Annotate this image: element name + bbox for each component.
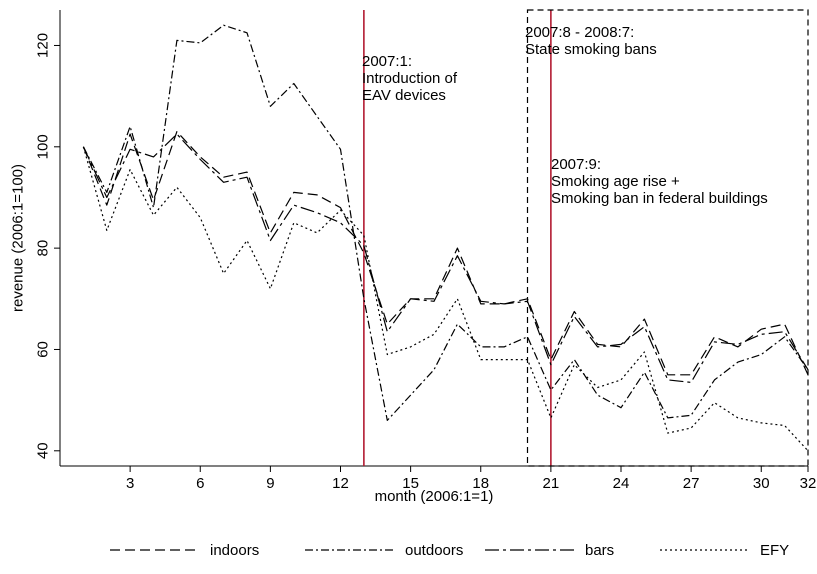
- x-tick-label-12: 12: [332, 475, 349, 492]
- legend: indoors outdoors bars EFY: [110, 542, 789, 559]
- annotations: 2007:1: Introduction of EAV devices 2007:8 …: [362, 24, 768, 207]
- x-tick-label-32: 32: [800, 475, 817, 492]
- x-tick-label-21: 21: [543, 475, 560, 492]
- policy-period-box: [526, 9, 809, 467]
- y-tick-label-100: 100: [35, 134, 52, 159]
- annotation-bans: 2007:8 - 2008:7: State smoking bans: [525, 24, 657, 58]
- y-tick-label-80: 80: [35, 240, 52, 257]
- y-axis-title: revenue (2006:1=100): [10, 164, 27, 312]
- legend-label-EFY: EFY: [760, 542, 789, 559]
- legend-label-indoors: indoors: [210, 542, 259, 559]
- x-tick-label-24: 24: [613, 475, 630, 492]
- annotation-age-line-1: 2007:9:: [551, 156, 601, 173]
- x-axis-title: month (2006:1=1): [375, 488, 494, 505]
- x-tick-label-6: 6: [196, 475, 204, 492]
- annotation-eav-line-1: 2007:1:: [362, 53, 412, 70]
- annotation-age-line-3: Smoking ban in federal buildings: [551, 190, 768, 207]
- axes: 40 60 80 100 120 3 6 9 12 15 18 21 24 27 30 32 month (20…: [10, 10, 817, 505]
- x-tick-label-15: 15: [402, 475, 419, 492]
- series-group: [82, 24, 809, 452]
- highlight-box: [526, 9, 809, 467]
- annotation-eav-line-3: EAV devices: [362, 87, 446, 104]
- x-tick-label-9: 9: [266, 475, 274, 492]
- x-tick-label-3: 3: [126, 475, 134, 492]
- x-tick-label-27: 27: [683, 475, 700, 492]
- y-tick-label-120: 120: [35, 33, 52, 58]
- y-tick-label-60: 60: [35, 341, 52, 358]
- series-line-indoors: [82, 131, 809, 376]
- legend-label-bars: bars: [585, 542, 614, 559]
- x-tick-label-18: 18: [472, 475, 489, 492]
- annotation-eav: 2007:1: Introduction of EAV devices: [362, 53, 458, 104]
- series-line-EFY: [82, 146, 809, 452]
- x-tick-label-30: 30: [753, 475, 770, 492]
- legend-label-outdoors: outdoors: [405, 542, 463, 559]
- annotation-bans-line-1: 2007:8 - 2008:7:: [525, 24, 634, 41]
- annotation-age: 2007:9: Smoking age rise + Smoking ban in …: [551, 156, 768, 207]
- annotation-eav-line-2: Introduction of: [362, 70, 458, 87]
- annotation-bans-line-2: State smoking bans: [525, 41, 657, 58]
- annotation-age-line-2: Smoking age rise +: [551, 173, 680, 190]
- series-line-outdoors: [82, 24, 809, 421]
- series-line-bars: [82, 133, 809, 383]
- event-lines: [363, 10, 552, 466]
- y-tick-label-40: 40: [35, 442, 52, 459]
